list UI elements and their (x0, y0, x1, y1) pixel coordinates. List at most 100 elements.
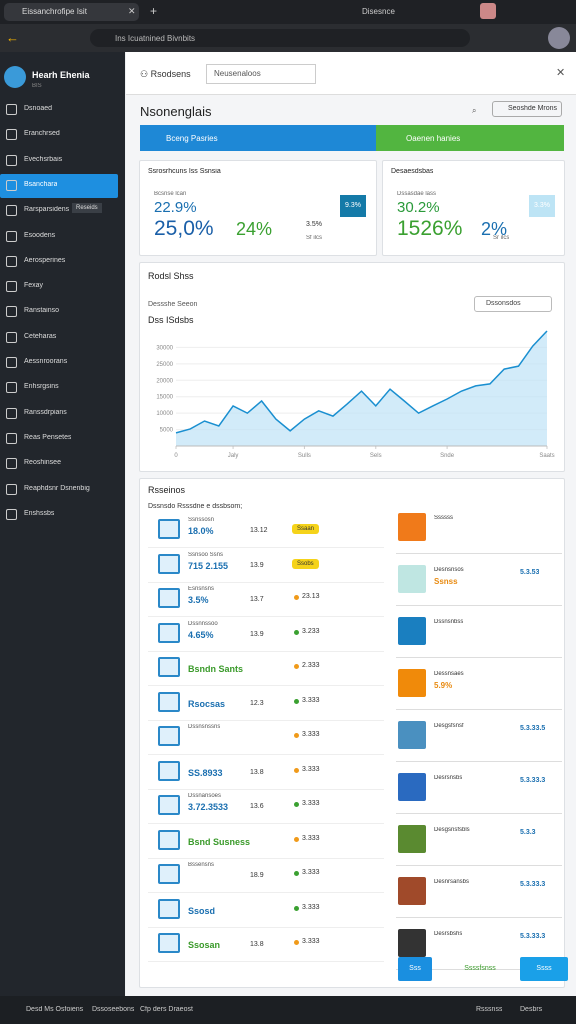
row-value: 18.0% (188, 526, 214, 536)
avatar[interactable] (480, 3, 496, 19)
row-divider (148, 857, 384, 859)
item-card (396, 509, 562, 554)
row-divider (148, 788, 384, 790)
tab-blue[interactable] (140, 125, 376, 151)
nav-icon (6, 508, 17, 520)
row-stat: 3.333 (302, 869, 320, 876)
user-name: Rsodsens (150, 69, 191, 79)
bottom-button[interactable]: Ssss (520, 957, 568, 981)
item-title: Dssnsnbss (434, 619, 464, 625)
chart-card: Rodsl Shss Dessshe Seeon Dss ISdsbs Dsso… (139, 262, 565, 472)
card-sub: Sr ilcs (493, 235, 510, 241)
nav-item[interactable]: Esoodens (24, 231, 56, 239)
nav-item[interactable]: Enshssbs (24, 509, 55, 517)
search-box[interactable] (206, 64, 316, 84)
footer-item[interactable]: Desbrs (520, 1006, 543, 1013)
item-title: Desrsnsbs (434, 775, 463, 781)
nav-icon (6, 205, 17, 217)
row-icon (158, 760, 180, 781)
row-dot (294, 733, 299, 738)
brand: Hearh Ehenia (32, 70, 90, 80)
row-divider (148, 685, 384, 686)
nav-item[interactable]: Bsanchara (24, 180, 58, 188)
account[interactable] (548, 27, 570, 49)
item-title: Desgsnsfsbls (434, 827, 470, 833)
row-name: Esnsnsns (188, 586, 215, 592)
area (176, 331, 547, 446)
item-icon (398, 929, 426, 957)
nav-item[interactable]: Eranchrsed (24, 130, 60, 138)
item-card (396, 613, 562, 658)
nav-item[interactable]: Ranstainso (24, 307, 60, 315)
bottom-button[interactable]: Sss (398, 957, 432, 981)
nav-icon (6, 331, 17, 343)
nav-item[interactable]: Aessnroorans (24, 358, 68, 365)
chart-search[interactable] (474, 296, 552, 312)
row-stat: 3.333 (302, 696, 320, 704)
row-stat: 3.333 (302, 834, 320, 842)
item-value: 5.3.33.3 (520, 881, 546, 888)
row-badge: Ssobs (292, 558, 319, 569)
nav-item[interactable]: Reoshinsee (24, 459, 61, 467)
nav-item[interactable]: Fexay (24, 282, 44, 290)
row-divider (148, 650, 384, 652)
footer-item[interactable]: Cfp ders Draeost (140, 1006, 193, 1013)
nav-item[interactable]: Ceteharas (24, 332, 57, 340)
y-tick-label: 30000 (156, 345, 173, 351)
row-dot (294, 836, 299, 842)
user: ⚇ Rsodsens (140, 69, 191, 79)
list-card: Rsseinos Dssnsdo Rsssdne e dssbsom; Ssns… (139, 478, 568, 988)
row-icon (158, 691, 180, 712)
nav-icon (6, 382, 17, 394)
row-dot (294, 940, 299, 945)
url-field[interactable] (90, 29, 470, 47)
close-tab[interactable]: ✕ (128, 6, 136, 16)
nav-active[interactable] (0, 173, 118, 198)
nav-icon (6, 281, 17, 293)
search-icon[interactable]: ⌕ (472, 106, 477, 115)
y-tick-label: 10000 (156, 411, 173, 417)
footer-item[interactable]: Desd Ms Osfoiens (26, 1006, 84, 1013)
item-card (396, 561, 562, 606)
nav-item[interactable]: Aerosperines (24, 256, 66, 264)
back-button[interactable]: ← (6, 30, 19, 45)
item-icon (398, 773, 426, 801)
row-stat: 3.333 (302, 731, 320, 738)
nav-item[interactable]: Enhsrgsins (24, 383, 59, 391)
row-score: 13.8 (250, 768, 264, 776)
row-score: 13.6 (250, 803, 264, 810)
new-tab[interactable]: + (150, 4, 158, 18)
tab-green[interactable] (376, 125, 564, 151)
nav-item[interactable]: Evechsrbais (24, 155, 63, 163)
row-divider (148, 754, 384, 755)
nav-item[interactable]: Ranssdrpians (24, 408, 67, 416)
nav-item[interactable]: Rarsparsidens (24, 206, 70, 214)
row-dot (294, 905, 299, 911)
item-title: Ssssss (434, 515, 454, 521)
nav-item[interactable]: Dsnoaed (24, 105, 53, 112)
row-value: SS.8933 (188, 767, 223, 778)
item-title: Dessnsaes (434, 671, 464, 677)
item-icon (398, 825, 426, 853)
row-name: Dssnansoes (188, 793, 222, 799)
nav-item[interactable]: Reaphdsnr Dsnenbig (24, 484, 90, 492)
x-tick-label: Sulls (298, 453, 311, 459)
action-button[interactable] (492, 101, 562, 117)
nav-item[interactable]: Reas Pensetes (24, 433, 72, 441)
chart-search-text: Dssonsdos (486, 300, 521, 307)
chart-title: Rodsl Shss (148, 271, 194, 281)
footer-item[interactable]: Rsssnss (476, 1006, 503, 1013)
footer-item[interactable]: Dssoseebons (92, 1006, 135, 1013)
tab-title: Eissanchrofipe Isit (22, 7, 87, 16)
bottom-button[interactable]: Ssssfsnss (464, 965, 496, 972)
item-value: 5.3.33.3 (520, 777, 546, 784)
row-score: 12.3 (250, 699, 264, 707)
item-icon (398, 721, 426, 749)
tab-label: Bceng Pasries (166, 134, 218, 143)
tab-label: Oaenen hanies (406, 134, 461, 143)
row-name: Ssnssosn (188, 517, 215, 523)
row-score: 13.9 (250, 561, 264, 569)
tab[interactable] (4, 3, 139, 21)
close[interactable]: ✕ (556, 67, 566, 79)
row-icon (158, 726, 180, 746)
